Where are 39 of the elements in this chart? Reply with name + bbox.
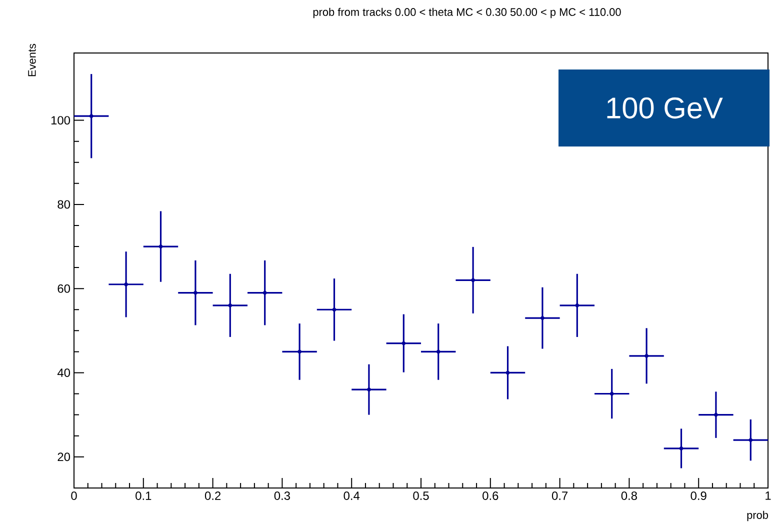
point — [158, 244, 163, 249]
y-tick-label: 20 — [58, 452, 70, 462]
x-tick-label: 0.7 — [552, 492, 568, 500]
x-tick-label: 0.3 — [274, 492, 290, 500]
point — [332, 308, 336, 312]
y-axis-title: Events — [28, 44, 36, 76]
x-tick-label: 0.2 — [204, 492, 221, 500]
point — [748, 438, 753, 442]
point — [89, 114, 94, 118]
point — [714, 412, 718, 417]
point — [402, 341, 406, 346]
x-tick-label: 1 — [766, 492, 771, 500]
x-tick-label: 0.8 — [621, 492, 637, 500]
x-tick-label: 0.9 — [690, 492, 706, 500]
y-tick-label: 80 — [58, 200, 70, 209]
point — [679, 446, 684, 450]
x-tick-label: 0.5 — [413, 492, 429, 500]
point — [366, 388, 371, 392]
x-axis-title: prob — [747, 510, 768, 522]
x-tick-label: 0 — [71, 492, 77, 500]
chart-title: prob from tracks 0.00 < theta MC < 0.30 50.00 < p MC < 110.00 — [313, 8, 621, 18]
y-tick-label: 60 — [58, 284, 70, 293]
point — [575, 303, 580, 308]
point — [262, 290, 267, 295]
x-tick-label: 0.4 — [344, 492, 360, 500]
point — [644, 354, 649, 358]
point — [193, 290, 198, 295]
annotation: 100 GeV — [607, 97, 723, 119]
point — [610, 392, 614, 396]
point — [471, 278, 476, 282]
x-tick-label: 0.6 — [482, 492, 498, 500]
point — [298, 350, 302, 354]
y-tick-label: 40 — [57, 368, 70, 377]
point — [228, 303, 232, 308]
point — [124, 282, 128, 286]
point — [436, 350, 440, 354]
x-tick-label: 0.1 — [136, 492, 152, 500]
y-tick-label: 100 — [51, 116, 70, 125]
point — [540, 316, 544, 320]
